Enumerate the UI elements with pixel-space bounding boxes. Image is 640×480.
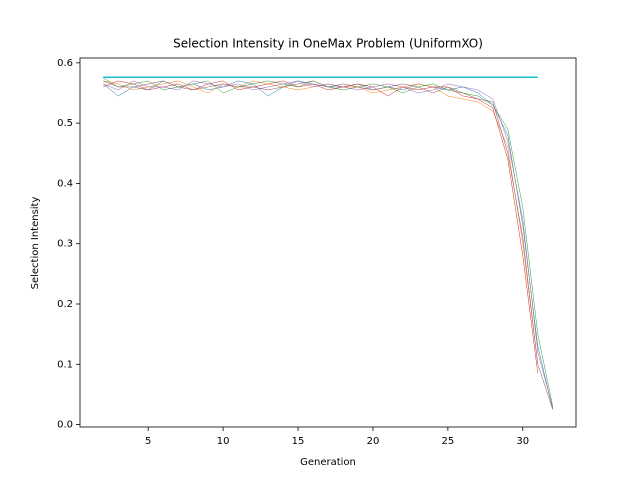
series-line	[103, 80, 554, 408]
x-tick-label: 5	[145, 436, 151, 447]
series-line	[103, 80, 554, 410]
x-tick-label: 25	[442, 436, 455, 447]
y-tick-label: 0.3	[57, 239, 73, 250]
series-line	[103, 80, 539, 365]
x-tick-label: 20	[367, 436, 380, 447]
series-line	[103, 80, 554, 410]
x-tick-label: 10	[217, 436, 230, 447]
x-tick-label: 15	[292, 436, 305, 447]
y-axis-label: Selection Intensity	[30, 197, 41, 290]
y-tick-label: 0.6	[57, 58, 73, 69]
plot-frame	[79, 57, 577, 428]
y-tick-label: 0.4	[57, 178, 73, 189]
y-tick-label: 0.5	[57, 118, 73, 129]
chart-title: Selection Intensity in OneMax Problem (U…	[173, 37, 483, 51]
x-tick-label: 30	[516, 436, 529, 447]
y-tick-label: 0.2	[57, 299, 73, 310]
y-tick-label: 0.1	[57, 359, 73, 370]
x-axis-label: Generation	[300, 457, 356, 468]
series-line	[103, 77, 554, 407]
y-tick-label: 0.0	[57, 420, 73, 431]
series-line	[103, 80, 539, 374]
